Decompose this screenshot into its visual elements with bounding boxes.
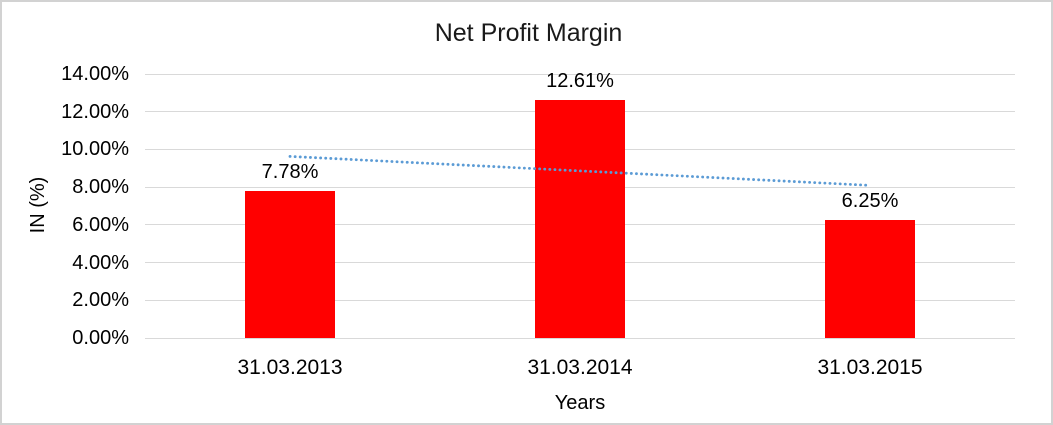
x-tick-label: 31.03.2013 [237,356,343,379]
gridline-14.00% [145,73,1015,75]
x-tick-label: 31.03.2015 [817,356,923,379]
y-tick-label: 12.00% [61,100,129,123]
y-tick-label: 14.00% [61,63,129,85]
y-tick-label: 8.00% [72,176,129,199]
y-tick-label: 0.00% [72,327,129,349]
bar-31.03.2015 [825,220,915,338]
y-tick-label: 4.00% [72,251,129,274]
bar-value-label: 6.25% [841,190,899,213]
bar-value-label: 7.78% [261,161,319,184]
y-tick-label: 2.00% [72,289,129,312]
y-axis-title: IN (%) [27,176,49,234]
x-axis-title: Years [554,392,606,414]
gridline-0.00% [145,337,1015,339]
y-tick-label: 6.00% [72,213,129,236]
y-tick-label: 10.00% [61,138,129,161]
bar-value-label: 12.61% [546,70,614,93]
chart-title: Net Profit Margin [434,19,623,47]
x-tick-label: 31.03.2014 [527,356,633,379]
bar-31.03.2014 [535,100,625,338]
bar-31.03.2013 [245,191,335,338]
